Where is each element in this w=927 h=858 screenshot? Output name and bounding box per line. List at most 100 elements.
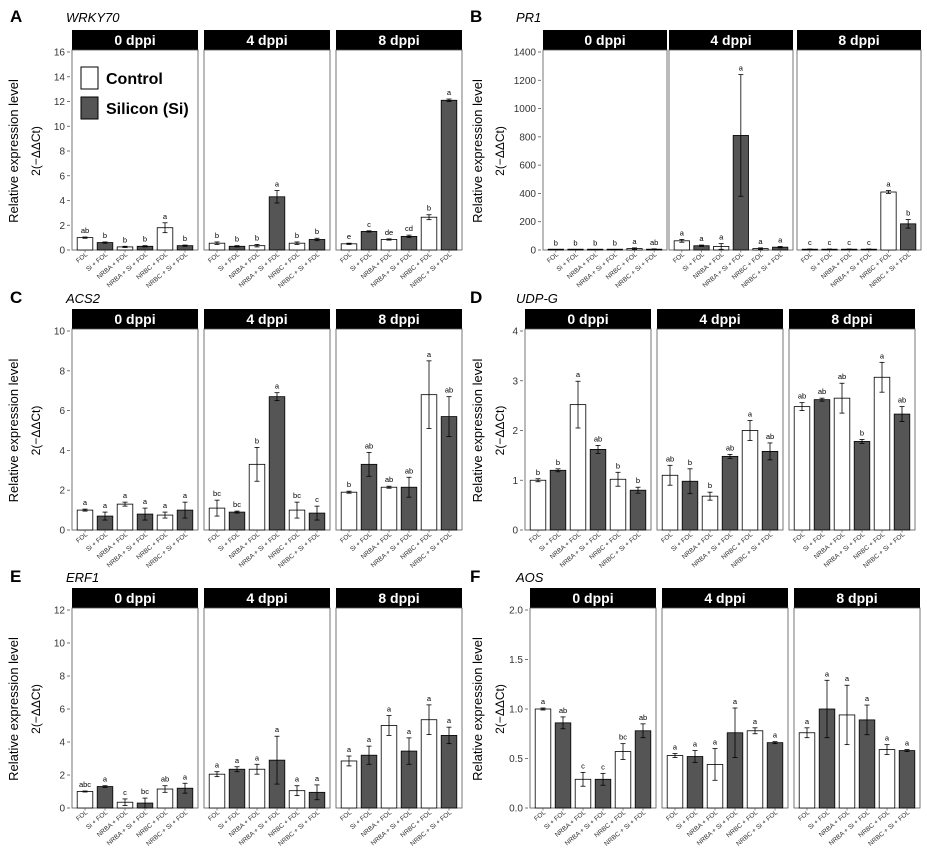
- x-tick-label: FOL: [660, 531, 674, 545]
- significance-letter: a: [880, 351, 885, 360]
- y-tick-label: 12: [54, 606, 66, 617]
- x-tick-label: FOL: [207, 809, 221, 823]
- significance-letter: a: [295, 775, 300, 784]
- bar-control: [340, 760, 358, 809]
- significance-letter: a: [693, 740, 698, 749]
- y-tick-label: 8: [59, 672, 65, 683]
- y-tick-label: 10: [54, 327, 66, 338]
- significance-letter: ab: [650, 238, 658, 247]
- facet-frame: [71, 49, 199, 251]
- bar-control: [746, 730, 764, 809]
- significance-letter: a: [163, 501, 168, 510]
- facet-label: 4 dppi: [704, 590, 745, 606]
- y-tick-label: 800: [519, 132, 536, 143]
- y-axis-formula: 2(−ΔΔCt): [493, 126, 507, 176]
- significance-letter: ab: [594, 434, 602, 443]
- y-tick-label: 14: [54, 72, 66, 83]
- significance-letter: a: [541, 697, 546, 706]
- significance-letter: b: [688, 458, 692, 467]
- significance-letter: b: [143, 235, 147, 244]
- significance-letter: a: [719, 233, 724, 242]
- significance-letter: a: [275, 725, 280, 734]
- significance-letter: b: [554, 239, 558, 248]
- y-tick-label: 2.0: [509, 606, 523, 617]
- facet-frame: [71, 607, 199, 809]
- significance-letter: c: [867, 238, 871, 247]
- significance-letter: b: [215, 231, 219, 240]
- facet-frame: [335, 607, 463, 809]
- facet-strip: [662, 588, 788, 608]
- y-tick-label: 10: [54, 639, 66, 650]
- y-tick-label: 8: [59, 147, 65, 158]
- bar-control: [76, 509, 94, 531]
- x-tick-label: FOL: [797, 809, 811, 823]
- y-tick-label: 2: [59, 486, 65, 497]
- significance-letter: a: [886, 180, 891, 189]
- gene-title: UDP-G: [516, 291, 558, 306]
- bar-control: [880, 191, 897, 251]
- facet-strip: [336, 30, 462, 50]
- facet-strip: [204, 588, 330, 608]
- significance-letter: b: [708, 481, 712, 490]
- bar-silicon: [549, 469, 567, 531]
- significance-letter: b: [347, 480, 351, 489]
- significance-letter: b: [573, 239, 577, 248]
- bar-silicon: [761, 450, 779, 531]
- bar-control: [420, 216, 438, 251]
- significance-letter: b: [593, 239, 597, 248]
- bar-silicon: [440, 99, 458, 251]
- facet-frame: [203, 607, 331, 809]
- significance-letter: b: [255, 436, 259, 445]
- significance-letter: bc: [293, 491, 301, 500]
- significance-letter: e: [347, 232, 351, 241]
- significance-letter: a: [215, 761, 220, 770]
- significance-letter: a: [825, 669, 830, 678]
- significance-letter: bc: [141, 787, 149, 796]
- facet-label: 8 dppi: [836, 590, 877, 606]
- facet-label: 4 dppi: [246, 311, 287, 327]
- significance-letter: a: [255, 753, 260, 762]
- x-tick-label: FOL: [75, 531, 89, 545]
- y-tick-label: 4: [59, 196, 65, 207]
- y-tick-label: 12: [54, 97, 66, 108]
- significance-letter: a: [367, 735, 372, 744]
- significance-letter: b: [860, 428, 864, 437]
- bar-control: [741, 430, 759, 531]
- y-tick-label: 200: [519, 217, 536, 228]
- bar-silicon: [589, 449, 607, 531]
- x-tick-label: FOL: [528, 531, 542, 545]
- y-tick-label: 10: [54, 122, 66, 133]
- y-tick-label: 0: [59, 246, 65, 257]
- x-tick-label: FOL: [533, 809, 547, 823]
- gene-title: ERF1: [66, 570, 99, 585]
- significance-letter: b: [235, 235, 239, 244]
- facet-label: 0 dppi: [572, 590, 613, 606]
- y-axis-formula: 2(−ΔΔCt): [493, 406, 507, 456]
- facet-label: 0 dppi: [114, 311, 155, 327]
- y-axis-label: Relative expression level: [470, 358, 485, 502]
- x-tick-label: FOL: [546, 251, 560, 265]
- bar-silicon: [686, 756, 704, 809]
- significance-letter: a: [427, 694, 432, 703]
- y-axis-formula: 2(−ΔΔCt): [29, 406, 43, 456]
- panel-C: C ACS2 Relative expression level 2(−ΔΔCt) 0 2…: [6, 288, 463, 570]
- bar-control: [208, 773, 226, 809]
- facet-strip: [72, 588, 198, 608]
- significance-letter: a: [163, 212, 168, 221]
- facet-strip: [530, 588, 656, 608]
- facet-frame: [335, 328, 463, 531]
- bar-control: [76, 791, 94, 809]
- panel-letter: A: [10, 7, 22, 26]
- bar-control: [529, 479, 547, 531]
- bar-control: [380, 486, 398, 531]
- y-tick-label: 3: [512, 376, 518, 387]
- panel-B: B PR1 Relative expression level 2(−ΔΔCt) 0 20…: [470, 7, 922, 290]
- significance-letter: a: [235, 756, 240, 765]
- bar-silicon: [898, 750, 916, 809]
- significance-letter: a: [713, 738, 718, 747]
- y-tick-label: 6: [59, 171, 65, 182]
- y-tick-label: 6: [59, 406, 65, 417]
- bar-control: [534, 708, 552, 809]
- y-tick-label: 6: [59, 705, 65, 716]
- y-axis-label: Relative expression level: [6, 358, 21, 502]
